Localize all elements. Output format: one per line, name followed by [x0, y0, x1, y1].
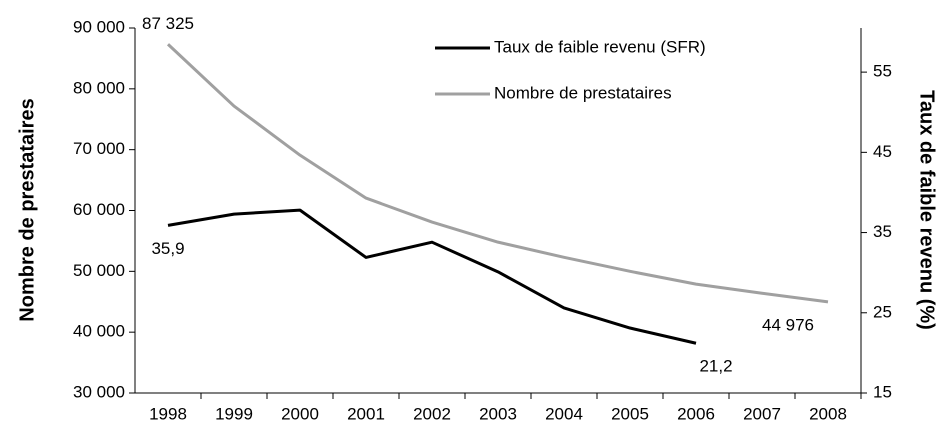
- x-tick-label: 2004: [545, 404, 583, 423]
- x-tick-label: 2003: [479, 404, 517, 423]
- series-line: [166, 43, 829, 304]
- y-tick-label: 90 000: [73, 17, 125, 36]
- legend-label: Taux de faible revenu (SFR): [494, 37, 706, 56]
- y2-tick-label: 15: [873, 382, 892, 401]
- x-tick-label: 2002: [413, 404, 451, 423]
- x-tick-label: 2000: [281, 404, 319, 423]
- x-tick-label: 2006: [677, 404, 715, 423]
- data-label: 21,2: [699, 357, 732, 376]
- data-label: 35,9: [151, 239, 184, 258]
- y-tick-label: 60 000: [73, 200, 125, 219]
- x-tick-label: 2001: [347, 404, 385, 423]
- x-tick-label: 2005: [611, 404, 649, 423]
- y-tick-label: 80 000: [73, 78, 125, 97]
- y-tick-label: 50 000: [73, 261, 125, 280]
- data-label: 44 976: [762, 315, 814, 334]
- y2-tick-label: 45: [873, 142, 892, 161]
- y2-tick-label: 35: [873, 222, 892, 241]
- x-tick-label: 2007: [743, 404, 781, 423]
- x-tick-label: 1999: [215, 404, 253, 423]
- data-label: 87 325: [142, 14, 194, 33]
- y-tick-label: 40 000: [73, 322, 125, 341]
- y-tick-label: 70 000: [73, 139, 125, 158]
- x-tick-label: 2008: [809, 404, 847, 423]
- y-axis-title: Nombre de prestataires: [16, 98, 38, 321]
- y2-tick-label: 25: [873, 302, 892, 321]
- y2-axis-title: Taux de faible revenu (%): [916, 90, 938, 330]
- legend-label: Nombre de prestataires: [494, 83, 672, 102]
- y2-tick-label: 55: [873, 62, 892, 81]
- series-line: [167, 208, 697, 345]
- x-tick-label: 1998: [149, 404, 187, 423]
- y-tick-label: 30 000: [73, 382, 125, 401]
